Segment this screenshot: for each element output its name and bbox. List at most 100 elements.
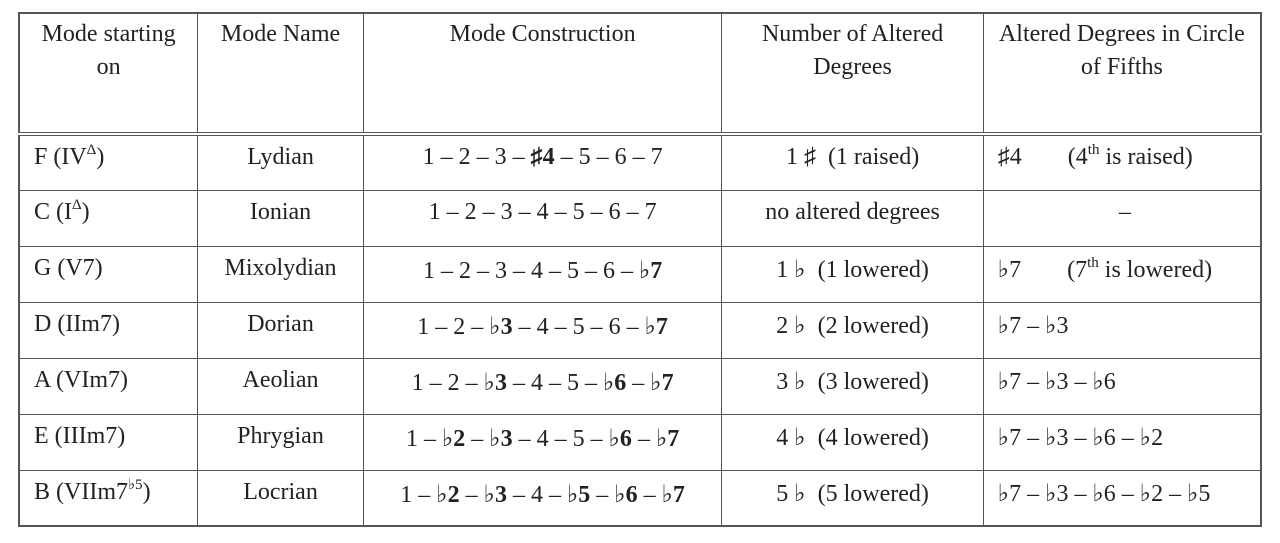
column-header: Mode starting on xyxy=(18,12,199,135)
altered-degree: ♭2 xyxy=(436,481,460,508)
table-header: Mode starting on Mode Name Mode Constructi… xyxy=(18,12,1262,135)
table-row: G (V7) Mixolydian 1 – 2 – 3 – 4 – 5 – 6 – … xyxy=(18,245,1262,303)
column-header: Mode Construction xyxy=(362,12,723,135)
mode-start-cell: A (VIm7) xyxy=(18,357,199,415)
column-header: Number of Altered Degrees xyxy=(721,12,984,135)
text-segment: – 4 – xyxy=(506,481,567,508)
text-segment: 1 – xyxy=(405,425,442,452)
text-segment: – xyxy=(631,425,656,452)
text-segment: is lowered) xyxy=(1098,256,1213,283)
construction-cell: 1 – 2 – ♭3 – 4 – 5 – ♭6 – ♭7 xyxy=(362,357,723,415)
altered-degree: ♭7 xyxy=(650,369,674,396)
text-segment: 1 – 2 – xyxy=(411,369,484,396)
altered-degree: ♯4 xyxy=(530,144,555,170)
table-row: D (IIm7) Dorian 1 – 2 – ♭3 – 4 – 5 – 6 – ♭… xyxy=(18,301,1262,359)
text-segment: B (VIIm7 xyxy=(34,478,128,505)
text-segment: 1 – 2 – 3 – xyxy=(422,144,531,170)
mode-start-cell: G (V7) xyxy=(18,245,199,303)
mode-name-cell: Dorian xyxy=(197,301,364,359)
altered-count-cell: no altered degrees xyxy=(721,189,984,247)
altered-count-cell: 4 ♭ (4 lowered) xyxy=(721,413,984,471)
text-segment: – xyxy=(465,425,490,452)
text-segment: 1 – 2 – xyxy=(417,313,490,340)
text-segment: A (VIm7) xyxy=(34,366,128,393)
circle-of-fifths-cell: ♭7 – ♭3 – ♭6 xyxy=(982,357,1262,415)
text-segment: C (I xyxy=(34,198,72,225)
circle-note: (7th is lowered) xyxy=(1067,254,1213,283)
text-segment: G (V7) xyxy=(34,254,103,281)
altered-degree: ♭7 xyxy=(638,257,663,284)
circle-of-fifths-cell: ♭7 – ♭3 – ♭6 – ♭2 xyxy=(982,413,1262,471)
mode-start-cell: C (IΔ) xyxy=(18,189,199,247)
altered-degree: ♭3 xyxy=(489,425,513,452)
text-segment: 1 – 2 – 3 – 4 – 5 – 6 – xyxy=(422,257,639,284)
construction-cell: 1 – 2 – 3 – ♯4 – 5 – 6 – 7 xyxy=(362,133,723,191)
text-segment: – 4 – 5 – xyxy=(506,369,603,396)
circle-of-fifths-cell: ♭7 – ♭3 xyxy=(982,301,1262,359)
altered-degree: ♭6 xyxy=(608,425,632,452)
text-segment: ) xyxy=(81,198,90,225)
construction-cell: 1 – 2 – 3 – 4 – 5 – 6 – ♭7 xyxy=(362,245,723,303)
superscript: ♭5 xyxy=(127,476,143,493)
text-segment: ) xyxy=(142,478,151,505)
construction-cell: 1 – 2 – ♭3 – 4 – 5 – 6 – ♭7 xyxy=(362,301,723,359)
text-segment: 1 – 2 – 3 – 4 – 5 – 6 – 7 xyxy=(428,198,657,225)
altered-degree: ♭6 xyxy=(614,481,638,508)
altered-degree: ♭7 xyxy=(644,313,668,340)
mode-start-cell: D (IIm7) xyxy=(18,301,199,359)
column-header: Mode Name xyxy=(197,12,364,135)
mode-start-cell: F (IVΔ) xyxy=(18,133,199,191)
altered-degree: ♭3 xyxy=(483,369,507,396)
altered-degree: ♭2 xyxy=(441,425,466,452)
text-segment: (7 xyxy=(1067,256,1088,283)
text-segment: – xyxy=(626,369,651,396)
mode-name-cell: Lydian xyxy=(197,133,364,191)
mode-start-cell: E (IIIm7) xyxy=(18,413,199,471)
circle-degrees: ♯4 xyxy=(997,144,1022,170)
altered-count-cell: 3 ♭ (3 lowered) xyxy=(721,357,984,415)
mode-name-cell: Locrian xyxy=(197,469,364,527)
altered-degree: ♭7 xyxy=(661,481,685,508)
text-segment: 1 – xyxy=(400,481,437,508)
altered-count-cell: 1 ♯ (1 raised) xyxy=(721,133,984,191)
circle-note: (4th is raised) xyxy=(1067,142,1193,171)
circle-of-fifths-cell: – xyxy=(982,189,1262,247)
text-segment: – xyxy=(637,481,662,508)
altered-count-cell: 5 ♭ (5 lowered) xyxy=(721,469,984,527)
text-segment: – xyxy=(459,481,484,508)
text-segment: ) xyxy=(96,144,105,170)
modes-table: Mode starting on Mode Name Mode Constructi… xyxy=(18,12,1262,527)
circle-degrees: ♭7 – ♭3 – ♭6 – ♭2 – ♭5 xyxy=(997,480,1211,507)
altered-degree: ♭3 xyxy=(489,313,513,340)
superscript: th xyxy=(1087,142,1100,158)
column-header: Altered Degrees in Circle of Fifths xyxy=(982,12,1262,135)
superscript: Δ xyxy=(72,196,82,213)
mode-start-cell: B (VIIm7♭5) xyxy=(18,469,199,527)
circle-of-fifths-cell: ♯4 (4th is raised) xyxy=(982,133,1262,191)
altered-count-cell: 2 ♭ (2 lowered) xyxy=(721,301,984,359)
text-segment: E (IIIm7) xyxy=(34,422,126,449)
altered-degree: ♭5 xyxy=(566,481,591,508)
text-segment: – xyxy=(590,481,615,508)
superscript: Δ xyxy=(86,142,97,158)
construction-cell: 1 – ♭2 – ♭3 – 4 – 5 – ♭6 – ♭7 xyxy=(362,413,723,471)
circle-degrees: ♭7 – ♭3 xyxy=(997,312,1069,339)
header-row: Mode starting on Mode Name Mode Constructi… xyxy=(18,12,1262,135)
table-row: A (VIm7) Aeolian 1 – 2 – ♭3 – 4 – 5 – ♭6 –… xyxy=(18,357,1262,415)
circle-degrees: ♭7 – ♭3 – ♭6 – ♭2 xyxy=(997,424,1164,451)
superscript: th xyxy=(1087,254,1099,271)
text-segment: D (IIm7) xyxy=(34,310,120,337)
text-segment: – 4 – 5 – 6 – xyxy=(512,313,645,340)
text-segment: – 4 – 5 – xyxy=(512,425,609,452)
construction-cell: 1 – ♭2 – ♭3 – 4 – ♭5 – ♭6 – ♭7 xyxy=(362,469,723,527)
text-segment: (4 xyxy=(1067,144,1088,170)
mode-name-cell: Aeolian xyxy=(197,357,364,415)
altered-degree: ♭7 xyxy=(655,425,680,452)
text-segment: – 5 – 6 – 7 xyxy=(554,144,663,170)
circle-degrees: ♭7 – ♭3 – ♭6 xyxy=(997,368,1116,395)
circle-of-fifths-cell: ♭7 (7th is lowered) xyxy=(982,245,1262,303)
circle-degrees: ♭7 xyxy=(997,256,1022,283)
